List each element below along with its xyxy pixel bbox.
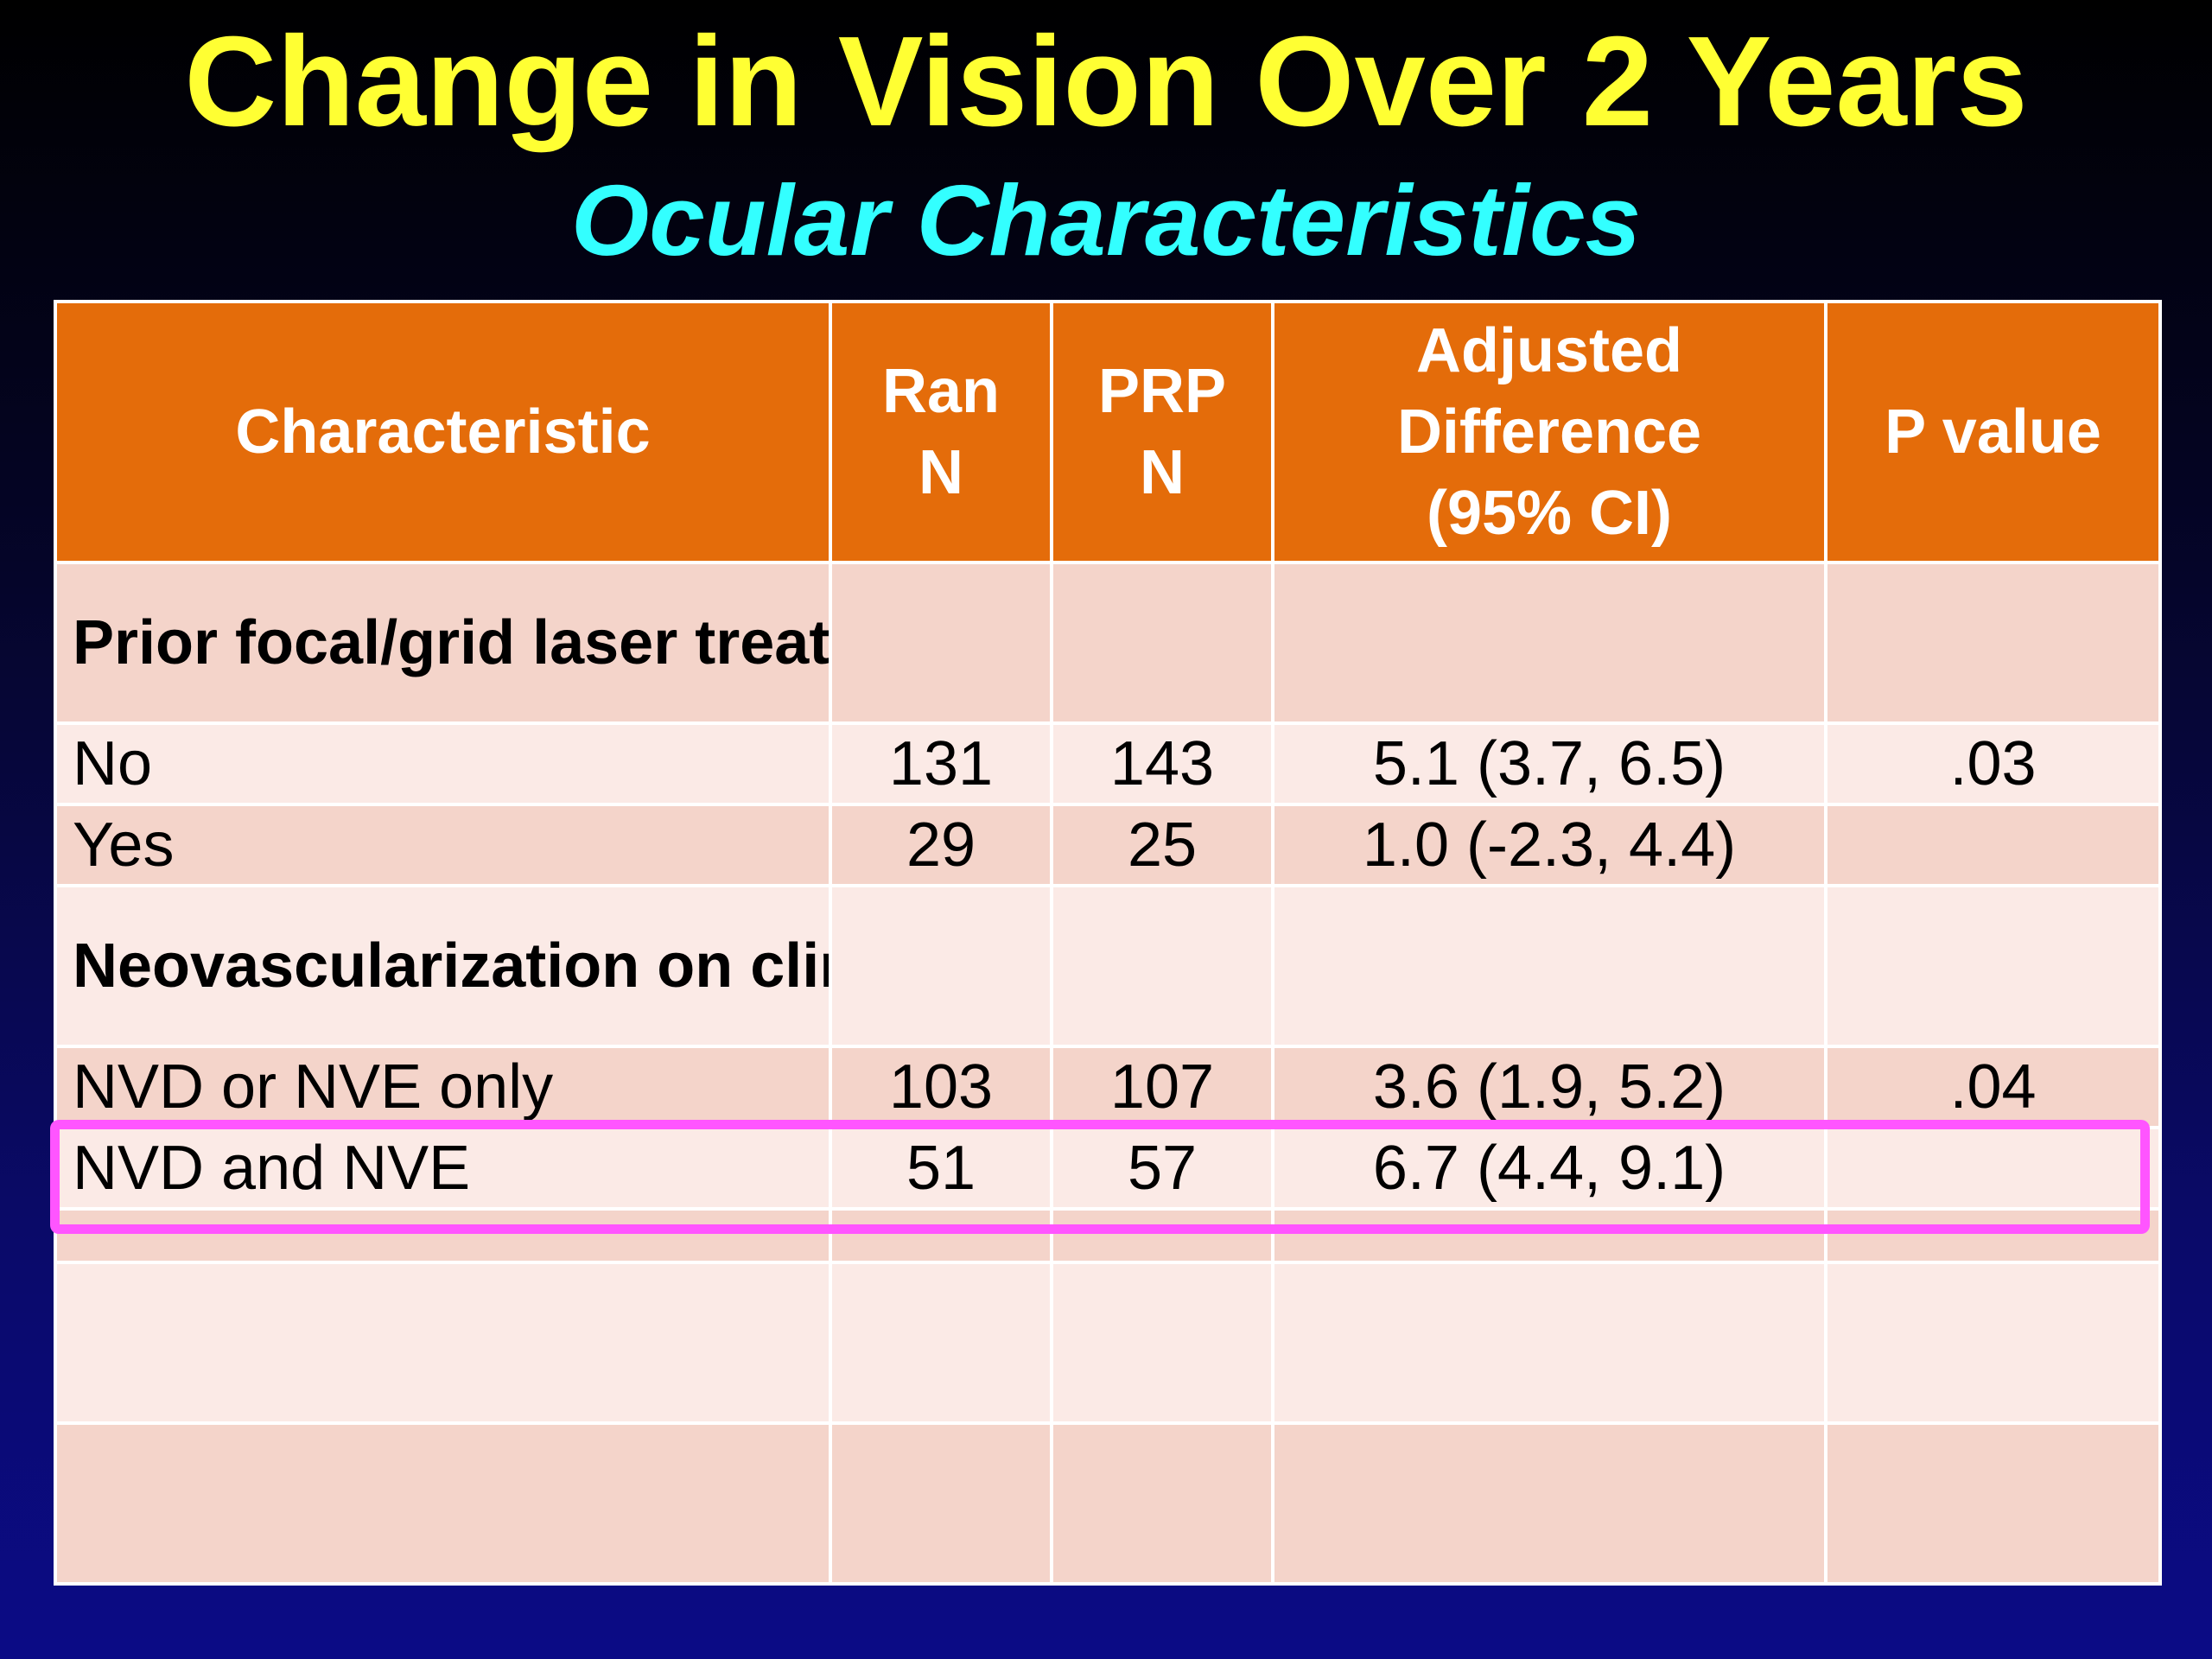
row-label: Yes bbox=[54, 803, 832, 887]
ran-n-cell: 51 bbox=[829, 1126, 1053, 1211]
empty-cell bbox=[1271, 1261, 1827, 1425]
empty-cell bbox=[1050, 884, 1274, 1048]
empty-cell bbox=[1824, 561, 2162, 725]
empty-cell bbox=[1824, 1261, 2162, 1425]
empty-cell bbox=[829, 1421, 1053, 1586]
empty-cell bbox=[54, 1421, 832, 1586]
table-header-row: Characteristic Ran N PRP N Adjusted Diff… bbox=[54, 300, 2162, 564]
prp-n-cell: 57 bbox=[1050, 1126, 1274, 1211]
table-row: NVD or NVE only 103 107 3.6 (1.9, 5.2) .… bbox=[54, 1045, 2162, 1129]
empty-cell bbox=[1050, 1421, 1274, 1586]
ran-n-cell: 103 bbox=[829, 1045, 1053, 1129]
group-label: Neovascularization on clinical exam bbox=[54, 884, 832, 1048]
row-label: No bbox=[54, 721, 832, 806]
row-label: NVD and NVE bbox=[54, 1126, 832, 1211]
header-characteristic-line-1: Characteristic bbox=[235, 397, 651, 467]
adjusted-difference-cell: 3.6 (1.9, 5.2) bbox=[1271, 1045, 1827, 1129]
empty-cell bbox=[1271, 1207, 1827, 1264]
prp-n-cell: 107 bbox=[1050, 1045, 1274, 1129]
header-prp-n-line-2: N bbox=[1140, 438, 1185, 507]
empty-row bbox=[54, 1421, 2162, 1586]
empty-cell bbox=[1824, 884, 2162, 1048]
group-row-neovascularization: Neovascularization on clinical exam bbox=[54, 884, 2162, 1048]
adjusted-difference-cell: 5.1 (3.7, 6.5) bbox=[1271, 721, 1827, 806]
header-p-value-line-1: P value bbox=[1885, 397, 2101, 467]
header-ran-n-line-2: N bbox=[918, 438, 963, 507]
header-adjusted-difference: Adjusted Difference (95% CI) bbox=[1271, 300, 1827, 564]
prp-n-cell: 25 bbox=[1050, 803, 1274, 887]
prp-n-cell: 143 bbox=[1050, 721, 1274, 806]
empty-cell bbox=[1271, 1421, 1827, 1586]
adjusted-difference-cell: 6.7 (4.4, 9.1) bbox=[1271, 1126, 1827, 1211]
characteristics-table: Characteristic Ran N PRP N Adjusted Diff… bbox=[54, 300, 2162, 1586]
header-adjusted-difference-line-2: Difference bbox=[1396, 397, 1702, 467]
header-p-value: P value bbox=[1824, 300, 2162, 564]
header-adjusted-difference-line-3: (95% CI) bbox=[1426, 479, 1673, 548]
empty-row bbox=[54, 1261, 2162, 1425]
p-value-cell: .03 bbox=[1824, 721, 2162, 806]
empty-cell bbox=[829, 1207, 1053, 1264]
ran-n-cell: 29 bbox=[829, 803, 1053, 887]
header-adjusted-difference-line-1: Adjusted bbox=[1415, 316, 1682, 385]
empty-cell bbox=[1050, 1261, 1274, 1425]
p-value-cell: .04 bbox=[1824, 1045, 2162, 1129]
table-row: No 131 143 5.1 (3.7, 6.5) .03 bbox=[54, 721, 2162, 806]
p-value-cell bbox=[1824, 1126, 2162, 1211]
header-prp-n-line-1: PRP bbox=[1097, 357, 1227, 426]
empty-cell bbox=[829, 561, 1053, 725]
empty-cell bbox=[1050, 561, 1274, 725]
empty-cell bbox=[54, 1261, 832, 1425]
header-characteristic: Characteristic bbox=[54, 300, 832, 564]
empty-cell bbox=[1050, 1207, 1274, 1264]
row-label: NVD or NVE only bbox=[54, 1045, 832, 1129]
group-label: Prior focal/grid laser treatment for DME bbox=[54, 561, 832, 725]
table-row-highlighted: NVD and NVE 51 57 6.7 (4.4, 9.1) bbox=[54, 1126, 2162, 1211]
ran-n-cell: 131 bbox=[829, 721, 1053, 806]
empty-cell bbox=[1271, 561, 1827, 725]
header-ran-n-line-1: Ran bbox=[881, 357, 1001, 426]
table-container: Characteristic Ran N PRP N Adjusted Diff… bbox=[54, 300, 2162, 1622]
header-ran-n: Ran N bbox=[829, 300, 1053, 564]
empty-cell bbox=[829, 1261, 1053, 1425]
empty-cell bbox=[829, 884, 1053, 1048]
slide-subtitle: Ocular Characteristics bbox=[571, 164, 1641, 276]
empty-cell bbox=[1824, 1207, 2162, 1264]
group-row-prior-laser: Prior focal/grid laser treatment for DME bbox=[54, 561, 2162, 725]
p-value-cell bbox=[1824, 803, 2162, 887]
empty-cell bbox=[1271, 884, 1827, 1048]
table-row: Yes 29 25 1.0 (-2.3, 4.4) bbox=[54, 803, 2162, 887]
adjusted-difference-cell: 1.0 (-2.3, 4.4) bbox=[1271, 803, 1827, 887]
header-prp-n: PRP N bbox=[1050, 300, 1274, 564]
slide-title: Change in Vision Over 2 Years bbox=[184, 10, 2028, 153]
empty-cell bbox=[54, 1207, 832, 1264]
empty-row bbox=[54, 1207, 2162, 1264]
empty-cell bbox=[1824, 1421, 2162, 1586]
